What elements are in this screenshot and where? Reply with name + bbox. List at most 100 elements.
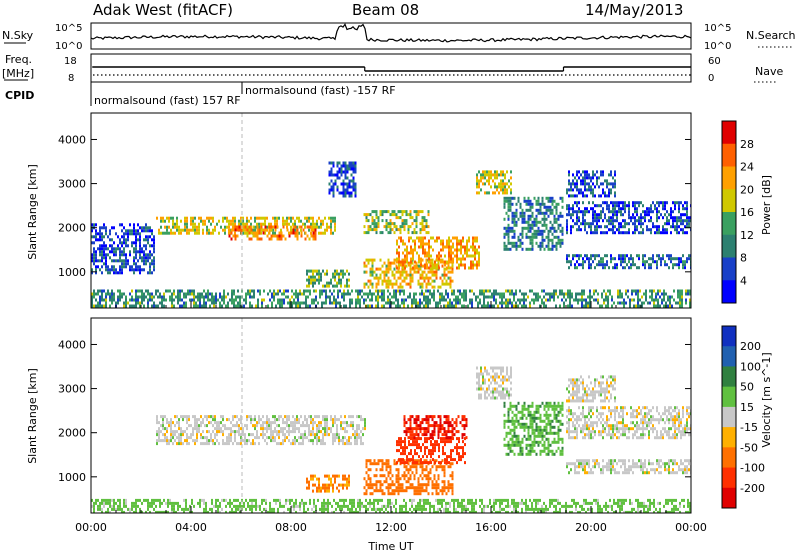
- freq-panel: Freq. [MHz] 18 8 60 0 Nave: [2, 53, 783, 84]
- power-ylabel: Slant Range [km]: [26, 164, 39, 260]
- noise-right-tick-top: 10^5: [704, 23, 731, 34]
- colorbar-swatch-7: [722, 280, 736, 303]
- x-axis-title: Time UT: [367, 540, 413, 553]
- power-colorbar: 28 24 20 16 12 8 4: [722, 121, 754, 304]
- colorbar-tick-3: 16: [740, 206, 754, 219]
- echo-region-2: [306, 270, 350, 288]
- y-tick-label-2: 3000: [58, 178, 86, 191]
- colorbar-tick-7: -200: [740, 482, 765, 495]
- noise-left-tick-top: 10^5: [55, 23, 82, 34]
- y-tick-label-0: 1000: [58, 471, 86, 484]
- y-tick-label-3: 4000: [58, 338, 86, 351]
- echo-region-6: [504, 402, 564, 456]
- noise-search-label: N.Search: [746, 29, 796, 42]
- colorbar-swatch-1: [722, 144, 736, 167]
- noise-left-tick-bottom: 10^0: [55, 41, 82, 52]
- echo-region-8: [566, 254, 692, 269]
- echo-region-6: [476, 170, 512, 194]
- noise-right-tick-bottom: 10^0: [704, 41, 731, 52]
- echo-region-13: [91, 223, 155, 274]
- colorbar-swatch-5: [722, 427, 736, 448]
- freq-label: Freq.: [5, 53, 32, 66]
- echo-region-9: [566, 375, 616, 402]
- echo-region-5: [364, 210, 430, 234]
- cpid-segment-2: normalsound (fast) -157 RF: [245, 84, 396, 97]
- colorbar-tick-0: 28: [740, 138, 754, 151]
- colorbar-tick-3: 15: [740, 401, 754, 414]
- colorbar-swatch-6: [722, 258, 736, 281]
- colorbar-swatch-6: [722, 447, 736, 468]
- colorbar-swatch-7: [722, 468, 736, 489]
- echo-region-4: [404, 415, 468, 439]
- freq-unit-label: [MHz]: [2, 67, 34, 80]
- colorbar-tick-6: 4: [740, 274, 747, 287]
- colorbar-tick-4: 12: [740, 229, 754, 242]
- noise-sky-line: [91, 24, 691, 42]
- colorbar-swatch-8: [722, 488, 736, 509]
- colorbar-swatch-1: [722, 346, 736, 367]
- cpid-segment-1: normalsound (fast) 157 RF: [94, 94, 241, 107]
- colorbar-tick-4: -15: [740, 421, 758, 434]
- freq-trace: [92, 67, 691, 71]
- power-colorbar-label: Power [dB]: [760, 175, 773, 235]
- echo-region-10: [566, 170, 616, 197]
- velocity-panel: Slant Range [km] 1000 2000 3000 4000 00:00 0…: [26, 318, 773, 534]
- colorbar-tick-5: -50: [740, 441, 758, 454]
- colorbar-swatch-2: [722, 167, 736, 190]
- colorbar-tick-2: 50: [740, 381, 754, 394]
- nave-label: Nave: [755, 65, 783, 78]
- echo-region-4: [396, 237, 480, 270]
- colorbar-swatch-4: [722, 212, 736, 235]
- echo-region-8: [566, 406, 692, 439]
- colorbar-tick-6: -100: [740, 462, 765, 475]
- velocity-echo-data: [91, 367, 692, 514]
- echo-region-9: [566, 201, 692, 234]
- colorbar-tick-5: 8: [740, 252, 747, 265]
- noise-sky-trace: [91, 24, 691, 42]
- noise-panel: N.Sky N.Search 10^5 10^0 10^5 10^0: [2, 23, 796, 52]
- station-title: Adak West (fitACF): [93, 1, 233, 19]
- date-title: 14/May/2013: [585, 1, 683, 19]
- echo-region-12: [329, 162, 357, 198]
- velocity-colorbar-label: Velocity [m s^-1]: [760, 352, 773, 447]
- power-panel: Slant Range [km] 1000 2000 3000 4000 28 24 20…: [26, 113, 773, 311]
- y-tick-label-1: 2000: [58, 222, 86, 235]
- echo-region-2: [364, 459, 454, 495]
- y-tick-label-1: 2000: [58, 427, 86, 440]
- colorbar-swatch-2: [722, 366, 736, 387]
- x-tick-label-0: 00:00: [75, 521, 107, 534]
- echo-region-7: [504, 197, 564, 251]
- colorbar-swatch-4: [722, 407, 736, 428]
- freq-tick-top: 18: [64, 56, 77, 67]
- freq-tick-bottom: 8: [68, 73, 74, 84]
- x-tick-label-3: 12:00: [375, 521, 407, 534]
- nave-tick-top: 60: [708, 56, 721, 67]
- colorbar-tick-2: 20: [740, 183, 754, 196]
- y-tick-label-3: 4000: [58, 133, 86, 146]
- x-tick-label-1: 04:00: [175, 521, 207, 534]
- colorbar-swatch-0: [722, 121, 736, 144]
- x-tick-label-2: 08:00: [275, 521, 307, 534]
- nave-tick-bottom: 0: [708, 73, 714, 84]
- colorbar-tick-0: 200: [740, 340, 761, 353]
- noise-sky-label: N.Sky: [2, 29, 34, 42]
- echo-region-5: [476, 367, 512, 400]
- echo-region-0: [156, 415, 366, 445]
- power-echo-data: [91, 162, 692, 311]
- velocity-ylabel: Slant Range [km]: [26, 368, 39, 464]
- echo-region-7: [566, 459, 692, 474]
- colorbar-swatch-5: [722, 235, 736, 258]
- y-tick-label-0: 1000: [58, 266, 86, 279]
- colorbar-swatch-3: [722, 387, 736, 408]
- cpid-panel: CPID normalsound (fast) 157 RF normalsou…: [5, 82, 396, 107]
- colorbar-swatch-0: [722, 326, 736, 347]
- x-tick-label-6: 00:00: [675, 521, 707, 534]
- colorbar-tick-1: 24: [740, 161, 754, 174]
- beam-title: Beam 08: [352, 1, 419, 19]
- x-tick-label-4: 16:00: [475, 521, 507, 534]
- cpid-label: CPID: [5, 89, 34, 102]
- y-tick-label-2: 3000: [58, 383, 86, 396]
- echo-region-1: [306, 475, 350, 493]
